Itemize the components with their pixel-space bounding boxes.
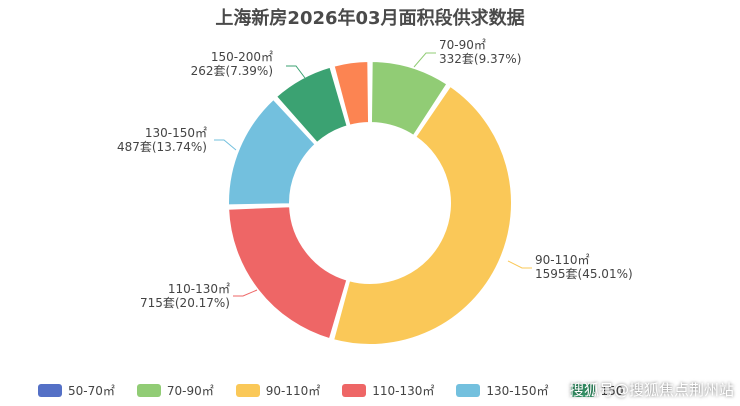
watermark: 搜狐号@搜狐焦点荆州站 [568,381,734,399]
label-detail-70-90: 332套(9.37%) [439,52,521,66]
slice-200[interactable] [332,60,371,127]
label-detail-110-130: 715套(20.17%) [140,296,230,310]
label-name-90-110: 90-110㎡ [535,253,590,267]
legend-swatch [235,384,260,397]
slice-150-200[interactable] [274,65,349,145]
label-name-70-90: 70-90㎡ [439,38,486,52]
label-detail-130-150: 487套(13.74%) [117,140,207,154]
legend-label: 90-110㎡ [265,384,321,398]
label-line-70-90 [413,52,436,68]
legend-swatch [136,384,161,397]
legend-item-90-110[interactable]: 90-110㎡ [235,382,321,399]
legend-label: 50-70㎡ [68,384,115,398]
legend-label: 70-90㎡ [166,384,214,398]
legend-label: 110-130㎡ [372,384,435,398]
slice-90-110[interactable] [332,84,513,346]
labels-group: 70-90㎡ 332套(9.37%) 90-110㎡ 1595套(45.01%)… [117,38,633,310]
legend-label: 130-150㎡ [486,384,549,398]
legend-swatch [342,384,367,397]
slice-70-90[interactable] [369,60,449,137]
label-name-130-150: 130-150㎡ [145,126,207,140]
legend-swatch [38,384,62,397]
label-detail-150-200: 262套(7.39%) [191,64,273,78]
legend-label: 150 [600,383,624,398]
chart-title: 上海新房2026年03月面积段供求数据 [215,8,525,29]
legend-item-50-70[interactable]: 50-70㎡ [38,382,115,399]
label-detail-90-110: 1595套(45.01%) [535,267,633,281]
legend: 50-70㎡ 70-90㎡ 90-110㎡ 110-130㎡ 130-150㎡ … [38,382,623,399]
label-line-130-150 [214,139,237,151]
slices-group [227,60,513,346]
legend-swatch [570,384,595,397]
slice-110-130[interactable] [227,205,349,341]
label-name-150-200: 150-200㎡ [211,50,273,64]
label-name-110-130: 110-130㎡ [168,282,230,296]
legend-item-110-130[interactable]: 110-130㎡ [342,382,434,399]
slice-130-150[interactable] [227,97,317,207]
legend-item-150-200[interactable]: 150 [570,382,624,399]
label-line-90-110 [507,260,532,269]
legend-swatch [456,384,481,397]
label-line-150-200 [286,65,306,79]
legend-item-130-150[interactable]: 130-150㎡ [456,382,549,399]
legend-item-70-90[interactable]: 70-90㎡ [136,382,214,399]
label-line-110-130 [233,289,258,297]
